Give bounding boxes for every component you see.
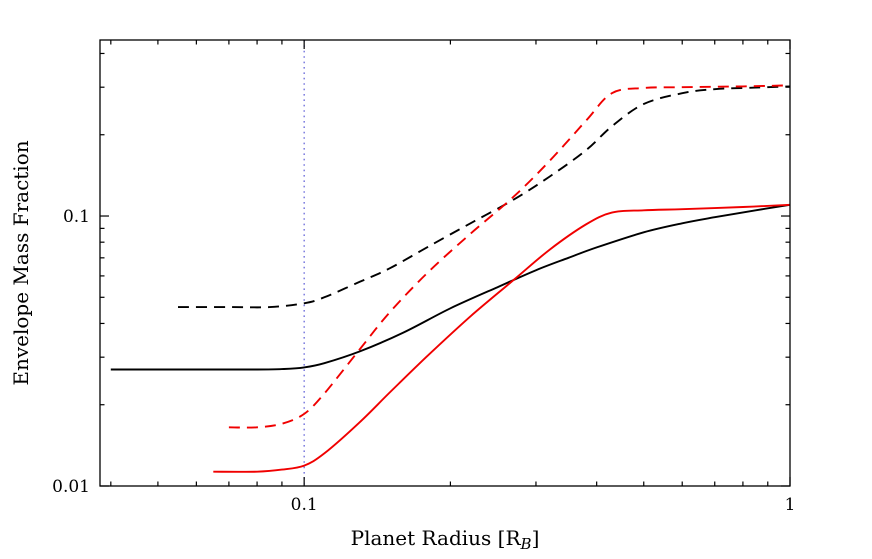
axes-box <box>99 39 791 487</box>
series-black-solid <box>110 203 791 371</box>
y-axis-label: Envelope Mass Fraction <box>9 140 33 385</box>
x-axis-label: Planet Radius [RB] <box>351 526 540 553</box>
x-tick-label: 1 <box>785 495 796 515</box>
x-tick-label: 0.1 <box>291 495 318 515</box>
x-axis-label-main: Planet Radius [R <box>351 526 522 550</box>
y-tick-label: 0.1 <box>63 207 90 227</box>
x-axis-label-subscript: B <box>520 535 532 553</box>
series-red-dashed <box>228 84 791 429</box>
series-black-dashed <box>178 85 791 309</box>
x-axis-label-end: ] <box>532 526 540 550</box>
series-red-solid <box>213 203 791 473</box>
y-tick-label: 0.01 <box>52 477 90 497</box>
